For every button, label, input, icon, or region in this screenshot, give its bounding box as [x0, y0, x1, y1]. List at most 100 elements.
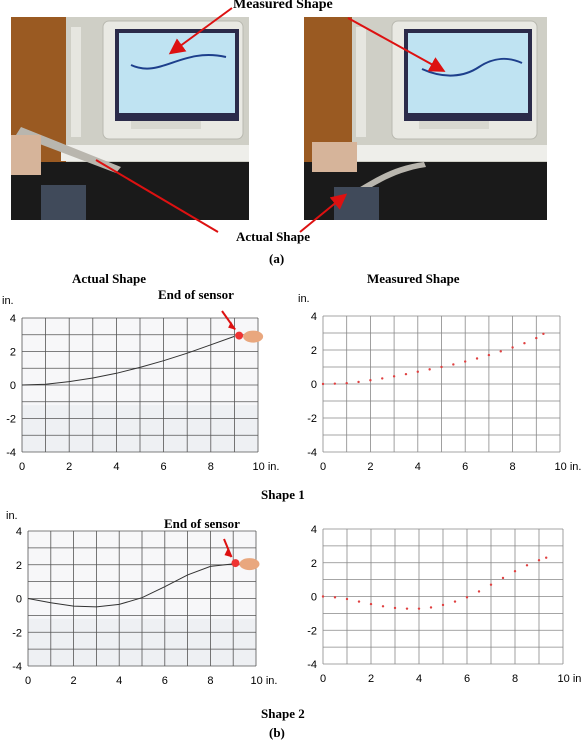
- shape1_measured-point: [499, 350, 502, 353]
- shape2-label: Shape 2: [261, 706, 305, 721]
- shape2_actual-y-tick-label: 2: [16, 560, 22, 572]
- shape1_measured-point: [345, 381, 348, 385]
- shape1_actual-y-tick-label: -2: [6, 414, 16, 426]
- shape2_measured-point: [453, 600, 457, 603]
- shape1_measured-point: [381, 377, 384, 380]
- shape1_measured-x-tick-label: 2: [367, 461, 373, 473]
- shape1_measured-point: [440, 365, 443, 369]
- shape2_actual-sensor-arrowhead: [224, 549, 232, 558]
- shape1_measured-x-tick-label: 6: [462, 461, 468, 473]
- shape1_actual-y-tick-label: 0: [10, 380, 16, 392]
- shape1_measured-point: [321, 382, 325, 386]
- shape1_actual-sensor-arrowhead: [228, 321, 236, 330]
- shape2_measured-x-tick-label: 2: [368, 673, 374, 685]
- shape2_actual-y-tick-label: 4: [16, 526, 22, 538]
- measured-shape-header: Measured Shape: [367, 271, 460, 286]
- shape1_actual-x-tick-label: 4: [113, 461, 119, 473]
- shape2_measured-point: [489, 583, 493, 586]
- shape1_measured-point: [511, 346, 514, 349]
- shape1_measured-y-tick-label: -4: [307, 447, 317, 459]
- shape2_actual-x-tick-label: 8: [207, 675, 213, 687]
- shape2_measured-point: [393, 606, 397, 610]
- end-of-sensor-label-2: End of sensor: [164, 516, 240, 531]
- shape1_measured-point: [333, 382, 337, 385]
- shape1-actual-y-unit: in.: [2, 295, 14, 307]
- shape1_actual-sensor-end-dot: [235, 331, 244, 340]
- shape1_measured-point: [542, 332, 545, 336]
- shape1_actual-y-tick-label: -4: [6, 447, 16, 459]
- shape2_measured-point: [545, 556, 548, 559]
- shape1_measured-point: [475, 357, 479, 360]
- shape2_measured-x-tick-label: 8: [512, 673, 518, 685]
- shape1_actual-y-tick-label: 2: [10, 347, 16, 359]
- shape1_actual-x-tick-label-last: 10 in.: [253, 461, 280, 473]
- shape1_measured-point: [523, 342, 526, 345]
- shape2_measured-point: [537, 559, 541, 562]
- shape2_measured-point: [525, 564, 529, 567]
- shape1_measured-y-tick-label: 0: [311, 379, 317, 391]
- shape2_measured-point: [465, 596, 469, 599]
- shape2_measured-point: [357, 600, 361, 603]
- shape2_actual-y-tick-label: -4: [12, 661, 22, 673]
- shape2_measured-x-tick-label: 4: [416, 673, 422, 685]
- shape2_measured-y-tick-label: 0: [311, 592, 317, 604]
- shape2_measured-y-tick-label: -2: [307, 625, 317, 637]
- shape1_measured-point: [416, 370, 419, 373]
- shape1_actual-finger: [243, 330, 264, 343]
- shape1_measured-point: [464, 360, 467, 363]
- shape2_measured-point: [477, 590, 481, 593]
- shape2-actual-y-unit: in.: [6, 510, 18, 522]
- shape2_actual-sensor-arrow: [223, 538, 233, 558]
- shape2_actual-sensor-end-dot: [231, 559, 240, 568]
- shape1_measured-x-tick-label-last: 10 in.: [555, 461, 581, 473]
- shape2_actual-y-tick-label: -2: [12, 627, 22, 639]
- photo-right: [304, 17, 547, 220]
- panel-b-label: (b): [269, 725, 285, 740]
- shape1_measured-point: [369, 379, 372, 382]
- shape2_measured-point: [381, 605, 385, 608]
- shape1_actual-series-line: [21, 335, 235, 386]
- shape2_actual-x-tick-label: 0: [25, 675, 31, 687]
- shape2_measured-point: [369, 602, 373, 606]
- panel-a-label: (a): [269, 251, 285, 266]
- shape2_measured-point: [513, 569, 517, 573]
- shape1_measured-y-tick-label: 2: [311, 345, 317, 357]
- measured-shape-label: Measured Shape: [233, 0, 333, 12]
- shape2_measured-point: [417, 607, 421, 610]
- shape1_actual-x-tick-label: 6: [161, 461, 167, 473]
- shape2_measured-x-tick-label-last: 10 in.: [558, 673, 581, 685]
- shape1_measured-x-tick-label: 4: [415, 461, 421, 473]
- shape2_measured-point: [345, 597, 349, 601]
- shape1_measured-point: [428, 368, 431, 371]
- shape2_measured-point: [333, 596, 337, 599]
- shape1-label: Shape 1: [261, 487, 305, 502]
- shape1_measured-x-tick-label: 8: [510, 461, 516, 473]
- shape1_measured-point: [404, 372, 408, 376]
- shape2_measured-x-tick-label: 6: [464, 673, 470, 685]
- annotation-arrows-a: [95, 7, 446, 233]
- shape2_measured-x-tick-label: 0: [320, 673, 326, 685]
- shape1_actual-x-tick-label: 2: [66, 461, 72, 473]
- actual-shape-label: Actual Shape: [236, 229, 311, 244]
- shape2_actual-series-line: [27, 563, 234, 608]
- shape1_measured-point: [452, 363, 455, 366]
- shape2_measured-point: [321, 595, 325, 598]
- shape2_actual-x-tick-label-last: 10 in.: [251, 675, 278, 687]
- shape1_actual-y-tick-label: 4: [10, 313, 16, 325]
- actual-shape-header: Actual Shape: [72, 271, 147, 286]
- shape1_measured-point: [392, 375, 396, 378]
- shape2_actual-finger: [239, 558, 260, 571]
- shape2_measured-point: [441, 603, 445, 607]
- shape2_measured-y-tick-label: 4: [311, 524, 317, 536]
- photo-right-drawing: [304, 17, 547, 220]
- shape2_actual-x-tick-label: 2: [71, 675, 77, 687]
- shape2_actual-y-tick-label: 0: [16, 594, 22, 606]
- shape1_measured-x-tick-label: 0: [320, 461, 326, 473]
- shape1_measured-point: [535, 336, 538, 340]
- end-of-sensor-label-1: End of sensor: [158, 287, 234, 302]
- shape1_measured-y-tick-label: -2: [307, 413, 317, 425]
- shape2_actual-x-tick-label: 4: [116, 675, 122, 687]
- shape1_actual-x-tick-label: 0: [19, 461, 25, 473]
- shape1_measured-point: [487, 353, 491, 357]
